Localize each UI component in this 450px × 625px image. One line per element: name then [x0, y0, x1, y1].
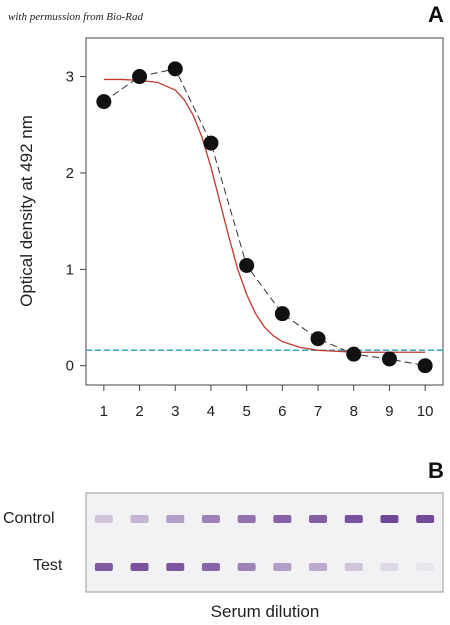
data-point: [132, 69, 148, 85]
data-point: [239, 257, 255, 273]
od-chart: 0 1 2 3 1 2 3 4 5 6 7 8 9 10 Optical density at 492 …: [17, 37, 444, 420]
test-band: [94, 563, 113, 571]
test-band: [130, 563, 149, 571]
x-tick-label: 8: [350, 403, 358, 420]
data-point: [96, 94, 112, 110]
fitted-curve: [103, 78, 426, 353]
control-band: [344, 515, 363, 523]
data-point: [417, 358, 433, 374]
x-tick-label: 7: [314, 403, 322, 420]
data-point: [167, 61, 183, 77]
plot-frame: [85, 37, 444, 386]
row-label-test: Test: [33, 557, 63, 574]
control-band: [201, 515, 220, 523]
permission-note: with permussion from Bio-Rad: [8, 11, 143, 23]
x-axis: 1 2 3 4 5 6 7 8 9 10: [100, 385, 434, 420]
data-point: [203, 135, 219, 151]
y-tick-label: 2: [66, 165, 74, 182]
y-tick-label: 1: [66, 261, 74, 278]
western-blot: Control Test Serum dilution: [3, 492, 444, 621]
test-band: [380, 563, 399, 571]
data-point: [274, 306, 290, 322]
x-tick-label: 5: [242, 403, 250, 420]
dashed-connector-line: [103, 68, 426, 367]
x-tick-label: 1: [100, 403, 108, 420]
control-band: [166, 515, 185, 523]
x-axis-label-serum-dilution: Serum dilution: [211, 602, 320, 621]
control-band: [380, 515, 399, 523]
y-tick-label: 3: [66, 69, 74, 86]
test-band: [201, 563, 220, 571]
data-point: [310, 331, 326, 347]
y-tick-label: 0: [66, 358, 74, 375]
test-band: [273, 563, 292, 571]
y-axis-label: Optical density at 492 nm: [17, 115, 36, 307]
panel-b-letter: B: [428, 458, 444, 483]
row-label-control: Control: [3, 510, 55, 527]
blot-strip: [85, 492, 444, 593]
x-tick-label: 10: [417, 403, 434, 420]
control-band: [309, 515, 328, 523]
data-point: [381, 351, 397, 367]
blot-bands: [94, 515, 435, 571]
data-points: [96, 61, 433, 374]
test-band: [344, 563, 363, 571]
x-tick-label: 3: [171, 403, 179, 420]
x-tick-label: 6: [278, 403, 286, 420]
control-band: [94, 515, 113, 523]
test-band: [237, 563, 256, 571]
control-band: [273, 515, 292, 523]
x-tick-label: 2: [135, 403, 143, 420]
x-tick-label: 4: [207, 403, 215, 420]
panel-a-letter: A: [428, 2, 444, 27]
x-tick-label: 9: [385, 403, 393, 420]
control-band: [130, 515, 149, 523]
test-band: [166, 563, 185, 571]
y-axis: 0 1 2 3: [66, 69, 86, 375]
control-band: [416, 515, 435, 523]
test-band: [309, 563, 328, 571]
test-band: [416, 563, 435, 571]
control-band: [237, 515, 256, 523]
data-point: [346, 346, 362, 362]
